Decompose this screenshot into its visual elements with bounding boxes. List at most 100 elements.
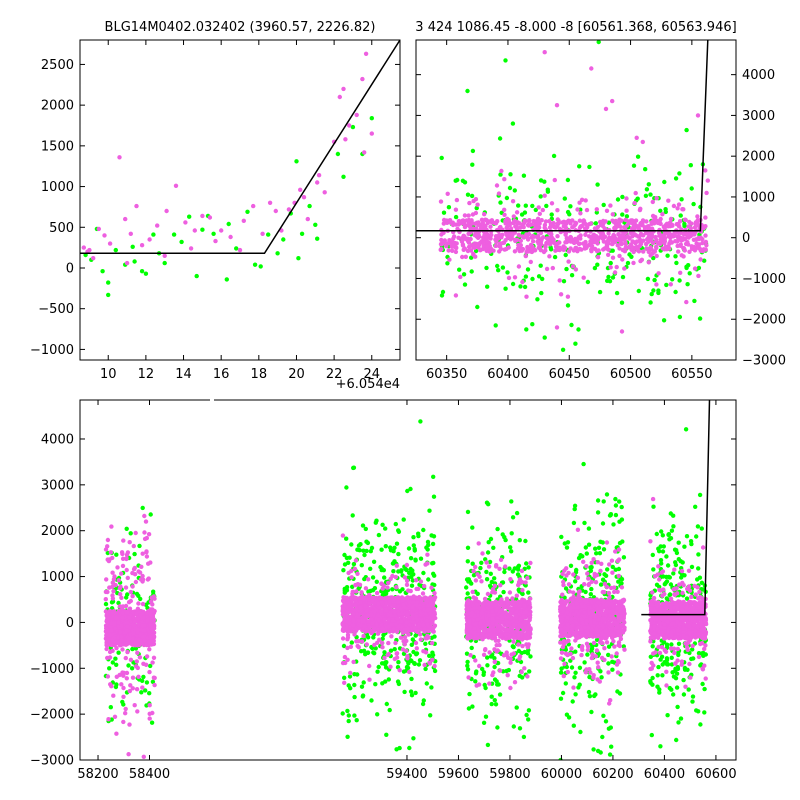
data-point xyxy=(623,241,628,246)
data-point xyxy=(399,611,405,616)
data-point xyxy=(401,602,406,607)
data-point xyxy=(516,563,522,568)
data-point xyxy=(340,711,345,716)
data-point xyxy=(517,726,523,731)
data-point xyxy=(578,211,583,216)
data-point xyxy=(524,712,529,718)
data-point xyxy=(119,571,124,576)
data-point xyxy=(700,240,705,246)
data-point xyxy=(410,578,415,583)
data-point xyxy=(427,653,432,658)
data-point xyxy=(241,218,246,223)
data-point xyxy=(151,633,156,638)
data-point xyxy=(123,706,128,712)
data-point xyxy=(453,249,459,255)
data-point xyxy=(341,643,347,649)
data-point xyxy=(512,188,517,193)
data-point xyxy=(119,638,125,643)
data-point xyxy=(106,292,111,298)
data-point xyxy=(426,542,431,548)
data-point xyxy=(646,182,651,187)
data-point xyxy=(425,598,430,603)
data-point xyxy=(670,277,675,282)
data-point xyxy=(506,245,511,250)
data-point xyxy=(429,533,434,538)
data-point xyxy=(692,266,698,271)
data-point xyxy=(603,106,609,112)
data-point xyxy=(379,547,384,552)
data-point xyxy=(358,542,363,547)
data-point xyxy=(299,231,305,236)
data-point xyxy=(583,243,588,248)
data-point xyxy=(102,233,107,238)
data-point xyxy=(131,630,136,636)
data-point xyxy=(545,189,551,194)
data-point xyxy=(340,533,346,538)
data-point xyxy=(513,237,518,242)
data-point xyxy=(526,708,532,713)
data-point xyxy=(385,585,390,590)
data-point xyxy=(404,562,410,568)
data-point xyxy=(362,552,367,558)
data-point xyxy=(362,150,367,155)
data-point xyxy=(656,290,661,296)
data-point xyxy=(139,243,145,248)
data-point xyxy=(499,597,504,602)
data-point xyxy=(644,219,649,224)
data-point xyxy=(648,300,653,305)
data-point xyxy=(406,661,411,666)
data-point xyxy=(132,565,137,571)
data-point xyxy=(495,526,500,532)
data-point xyxy=(138,596,143,602)
data-point xyxy=(96,226,102,232)
data-point xyxy=(460,254,465,260)
data-point xyxy=(547,219,552,224)
data-point xyxy=(151,232,156,237)
data-point xyxy=(119,595,124,600)
data-point xyxy=(483,223,488,229)
data-point xyxy=(638,240,644,246)
data-point xyxy=(405,488,410,494)
data-point xyxy=(634,244,639,250)
data-point xyxy=(395,599,401,604)
data-point xyxy=(355,672,360,677)
data-point xyxy=(137,570,143,575)
data-point xyxy=(424,618,430,623)
data-point xyxy=(671,203,677,209)
y-tick-label: 2500 xyxy=(41,58,74,73)
data-point xyxy=(371,609,377,614)
data-point xyxy=(669,240,674,245)
data-point xyxy=(352,694,357,700)
data-point xyxy=(173,183,179,188)
data-point xyxy=(465,659,470,665)
data-point xyxy=(391,569,396,574)
data-point xyxy=(381,568,386,573)
data-point xyxy=(601,202,606,208)
data-point xyxy=(605,238,611,244)
data-point xyxy=(145,611,150,616)
data-point xyxy=(137,655,143,660)
data-point xyxy=(132,551,137,557)
data-point xyxy=(484,265,489,271)
data-point xyxy=(410,568,415,573)
data-point xyxy=(409,583,415,588)
data-point xyxy=(388,576,393,581)
data-point xyxy=(286,207,292,212)
data-point xyxy=(392,647,397,652)
data-point xyxy=(106,615,111,621)
data-point xyxy=(636,288,641,294)
data-point xyxy=(149,720,155,725)
data-point xyxy=(516,264,522,269)
data-point xyxy=(399,619,404,624)
data-point xyxy=(133,530,138,536)
data-point xyxy=(387,707,392,713)
data-point xyxy=(540,276,545,282)
data-point xyxy=(415,628,420,633)
data-point xyxy=(514,705,519,710)
data-point xyxy=(121,685,126,691)
data-point xyxy=(466,213,471,218)
data-point xyxy=(115,565,120,570)
data-point xyxy=(516,648,522,654)
data-point xyxy=(411,649,416,655)
